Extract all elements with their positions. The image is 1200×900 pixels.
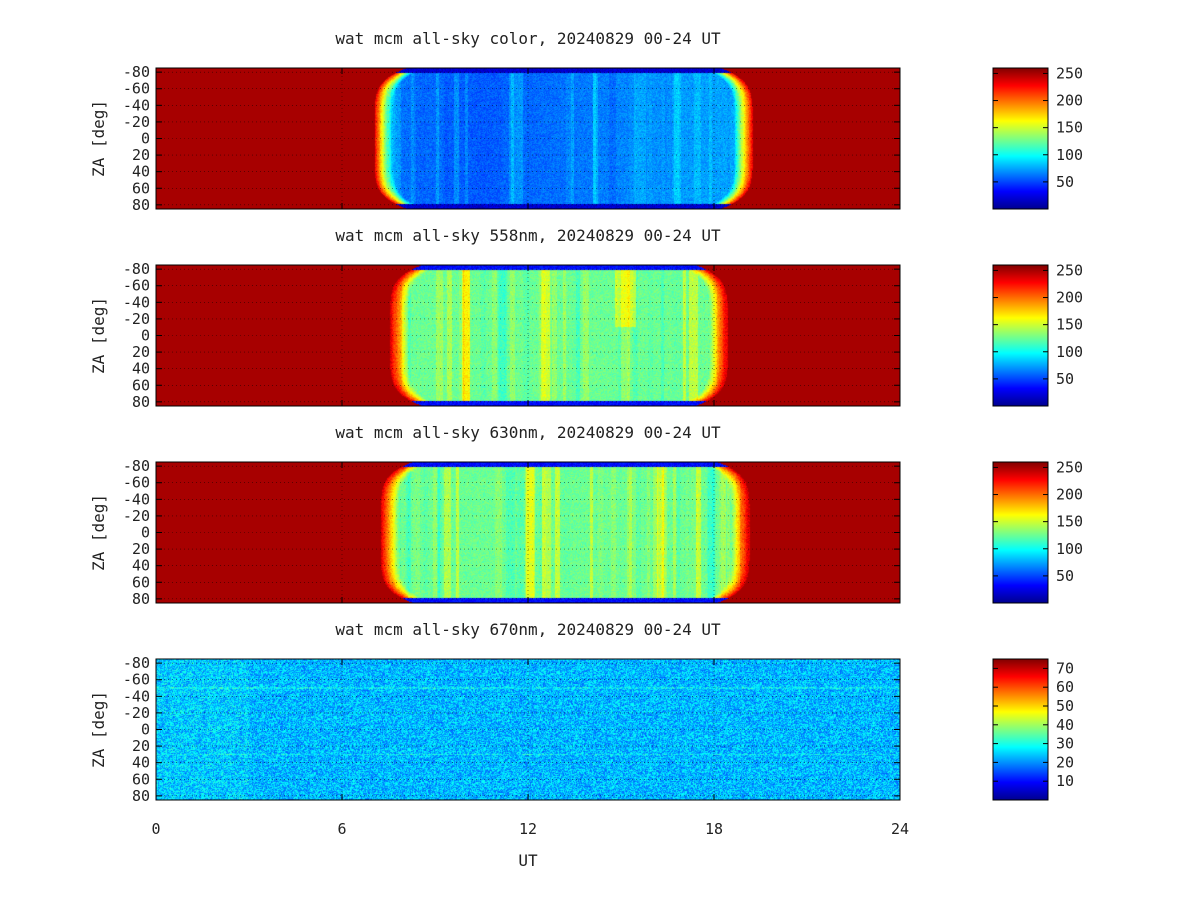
panel-title: wat mcm all-sky 558nm, 20240829 00-24 UT [335,226,721,245]
y-tick-label: -80 [123,457,150,475]
colorbar-tick-label: 150 [1056,513,1083,531]
plot-frame [155,461,901,604]
x-tick-label: 24 [891,820,909,838]
plot-frame [155,658,901,801]
colorbar-tick-label: 200 [1056,289,1083,307]
y-tick-label: 80 [132,196,150,214]
colorbar-tick-label: 100 [1056,343,1083,361]
colorbar-tick-label: 10 [1056,772,1074,790]
colorbar-tick-label: 50 [1056,173,1074,191]
y-tick-label: 20 [132,737,150,755]
y-tick-label: 0 [141,721,150,739]
y-tick-label: 60 [132,376,150,394]
y-tick-label: 0 [141,327,150,345]
panel-title: wat mcm all-sky 670nm, 20240829 00-24 UT [335,620,721,639]
colorbar-tick-label: 50 [1056,697,1074,715]
y-tick-label: -20 [123,310,150,328]
y-tick-label: 20 [132,343,150,361]
colorbar-tick-label: 200 [1056,486,1083,504]
y-tick-label: -20 [123,704,150,722]
y-axis-label: ZA [deg] [89,691,108,768]
y-tick-label: 60 [132,573,150,591]
colorbar [992,461,1049,604]
colorbar-tick-label: 60 [1056,678,1074,696]
colorbar [992,658,1049,801]
y-tick-label: 60 [132,179,150,197]
heatmap-panel: wat mcm all-sky 558nm, 20240829 00-24 UT… [89,226,1083,411]
y-tick-label: -60 [123,671,150,689]
y-tick-label: -60 [123,474,150,492]
colorbar-tick-label: 100 [1056,540,1083,558]
heatmap-panel: wat mcm all-sky 630nm, 20240829 00-24 UT… [89,423,1083,608]
y-tick-label: 60 [132,770,150,788]
y-tick-label: -60 [123,277,150,295]
y-tick-label: 20 [132,146,150,164]
colorbar-tick-label: 200 [1056,92,1083,110]
colorbar-tick-label: 50 [1056,567,1074,585]
colorbar-tick-label: 30 [1056,735,1074,753]
colorbar-tick-label: 250 [1056,261,1083,279]
panel-title: wat mcm all-sky color, 20240829 00-24 UT [335,29,721,48]
colorbar-tick-label: 50 [1056,370,1074,388]
colorbar-tick-label: 250 [1056,458,1083,476]
colorbar [992,264,1049,407]
y-axis-label: ZA [deg] [89,100,108,177]
x-tick-label: 6 [337,820,346,838]
colorbar-tick-label: 70 [1056,659,1074,677]
y-tick-label: -20 [123,113,150,131]
x-axis-label: UT [518,851,538,870]
y-tick-label: 40 [132,360,150,378]
y-tick-label: -40 [123,687,150,705]
y-tick-label: 80 [132,590,150,608]
heatmap-panel: wat mcm all-sky 670nm, 20240829 00-24 UT… [89,620,1074,838]
y-tick-label: 80 [132,393,150,411]
y-axis-label: ZA [deg] [89,297,108,374]
plot-frame [155,264,901,407]
y-tick-label: -80 [123,654,150,672]
colorbar-tick-label: 20 [1056,753,1074,771]
y-tick-label: -40 [123,293,150,311]
y-axis-label: ZA [deg] [89,494,108,571]
x-tick-label: 0 [151,820,160,838]
colorbar-tick-label: 250 [1056,64,1083,82]
colorbar [992,67,1049,210]
y-tick-label: 0 [141,524,150,542]
y-tick-label: 40 [132,754,150,772]
y-tick-label: 80 [132,787,150,805]
colorbar-tick-label: 150 [1056,316,1083,334]
y-tick-label: 40 [132,557,150,575]
colorbar-tick-label: 100 [1056,146,1083,164]
x-tick-label: 18 [705,820,723,838]
y-tick-label: -40 [123,490,150,508]
colorbar-tick-label: 150 [1056,119,1083,137]
y-tick-label: 0 [141,130,150,148]
y-tick-label: -40 [123,96,150,114]
y-tick-label: 20 [132,540,150,558]
x-tick-label: 12 [519,820,537,838]
y-tick-label: -20 [123,507,150,525]
y-tick-label: -80 [123,63,150,81]
colorbar-tick-label: 40 [1056,716,1074,734]
heatmap-panel: wat mcm all-sky color, 20240829 00-24 UT… [89,29,1083,214]
panel-title: wat mcm all-sky 630nm, 20240829 00-24 UT [335,423,721,442]
y-tick-label: -80 [123,260,150,278]
y-tick-label: -60 [123,80,150,98]
plot-frame [155,67,901,210]
y-tick-label: 40 [132,163,150,181]
